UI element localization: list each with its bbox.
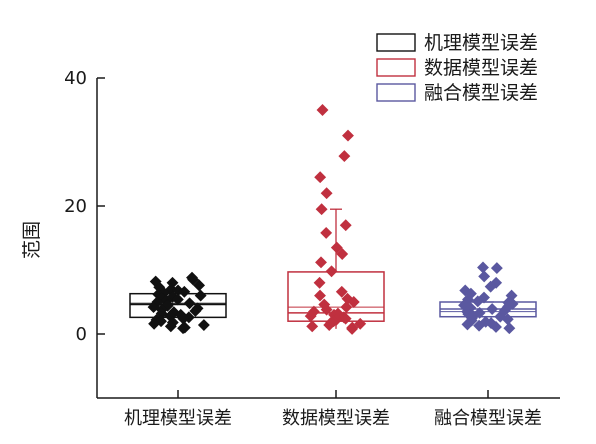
data-point — [501, 313, 514, 326]
data-point — [490, 262, 503, 275]
data-point — [320, 226, 333, 239]
legend-label: 机理模型误差 — [424, 32, 538, 54]
data-point — [486, 303, 499, 315]
legend-swatch — [376, 83, 416, 102]
data-point — [339, 219, 352, 232]
x-tick-label: 数据模型误差 — [282, 408, 390, 429]
axes — [96, 78, 560, 399]
x-ticks: 机理模型误差 数据模型误差 融合模型误差 — [124, 390, 542, 429]
data-point — [484, 280, 497, 293]
data-point — [346, 322, 359, 335]
data-point — [194, 289, 207, 302]
data-point — [316, 104, 329, 116]
data-point — [473, 319, 486, 332]
legend-swatch — [376, 58, 416, 77]
data-point — [323, 319, 336, 331]
data-point — [314, 289, 326, 302]
data-point — [197, 319, 210, 331]
data-point — [338, 150, 351, 163]
y-tick-label: 0 — [76, 324, 87, 345]
data-point — [342, 129, 354, 142]
y-axis-label: 范围 — [21, 221, 43, 259]
data-point — [320, 187, 333, 200]
data-point — [478, 270, 491, 283]
data-point — [335, 285, 348, 298]
data-point — [471, 295, 484, 308]
data-point — [304, 310, 317, 323]
data-point — [477, 261, 489, 274]
y-ticks: 0 20 40 — [64, 68, 105, 345]
x-tick-label: 融合模型误差 — [434, 408, 542, 429]
data-point — [315, 256, 327, 269]
data-point — [503, 322, 516, 335]
data-point — [306, 320, 319, 333]
x-tick-label: 机理模型误差 — [124, 408, 232, 429]
data-point — [320, 303, 333, 316]
data-point — [315, 203, 328, 216]
data-point — [325, 265, 338, 278]
data-point — [340, 301, 353, 314]
data-points — [147, 104, 519, 335]
y-tick-label: 20 — [64, 196, 87, 217]
legend-label: 融合模型误差 — [424, 82, 538, 104]
data-point — [461, 318, 474, 331]
data-point — [314, 171, 327, 184]
data-point — [347, 296, 360, 308]
data-point — [490, 321, 502, 333]
y-tick-label: 40 — [64, 68, 87, 89]
legend-swatch — [376, 33, 416, 52]
data-point — [339, 312, 352, 325]
legend-label: 数据模型误差 — [424, 57, 538, 79]
data-point — [313, 276, 326, 289]
